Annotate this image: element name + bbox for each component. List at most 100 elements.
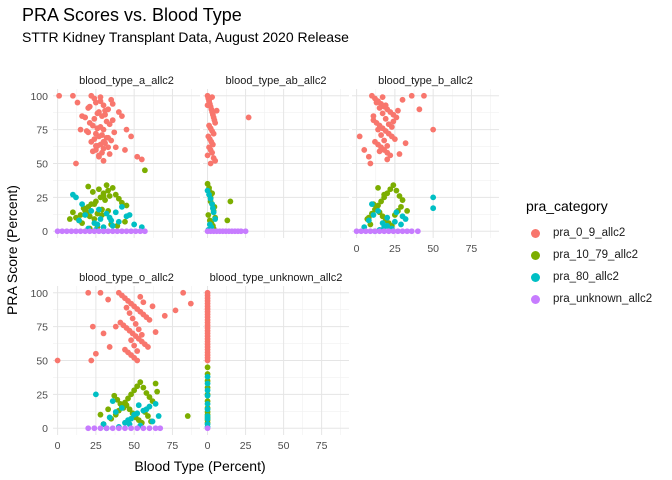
- data-point-pra_0_9_allc2: [79, 113, 85, 119]
- data-point-pra_0_9_allc2: [172, 307, 179, 314]
- legend-label: pra_unknown_allc2: [553, 293, 653, 305]
- data-point-pra_0_9_allc2: [128, 337, 134, 344]
- data-point-pra_0_9_allc2: [134, 348, 141, 354]
- data-point-pra_0_9_allc2: [376, 148, 383, 155]
- x-axis-label: Blood Type (Percent): [134, 458, 265, 474]
- data-point-pra_0_9_allc2: [212, 157, 219, 164]
- data-point-pra_0_9_allc2: [187, 300, 194, 307]
- data-point-pra_80_allc2: [96, 206, 102, 213]
- data-point-pra_unknown_allc2: [390, 228, 397, 235]
- data-point-pra_10_79_allc2: [70, 209, 76, 216]
- data-point-pra_80_allc2: [430, 194, 437, 201]
- data-point-pra_80_allc2: [391, 218, 398, 225]
- data-point-pra_10_79_allc2: [227, 198, 234, 205]
- data-point-pra_unknown_allc2: [137, 228, 144, 235]
- data-point-pra_unknown_allc2: [141, 228, 148, 235]
- data-point-pra_unknown_allc2: [73, 228, 79, 235]
- data-point-pra_80_allc2: [204, 415, 211, 422]
- data-point-pra_10_79_allc2: [378, 198, 384, 205]
- data-point-pra_unknown_allc2: [146, 425, 153, 432]
- data-point-pra_10_79_allc2: [137, 379, 144, 386]
- data-point-pra_0_9_allc2: [77, 126, 84, 133]
- data-point-pra_0_9_allc2: [213, 107, 220, 114]
- data-point-pra_unknown_allc2: [109, 228, 116, 235]
- data-point-pra_10_79_allc2: [122, 218, 128, 225]
- data-point-pra_0_9_allc2: [109, 117, 116, 124]
- legend-item: pra_10_79_allc2: [526, 244, 652, 266]
- legend-item: pra_80_allc2: [526, 266, 652, 288]
- data-point-pra_unknown_allc2: [140, 425, 147, 432]
- data-point-pra_80_allc2: [381, 224, 388, 231]
- data-point-pra_0_9_allc2: [402, 140, 409, 147]
- data-point-pra_0_9_allc2: [123, 126, 130, 133]
- x-tick-label: 75: [167, 440, 179, 452]
- x-tick-label: 75: [316, 440, 328, 452]
- data-point-pra_10_79_allc2: [91, 201, 98, 208]
- data-point-pra_80_allc2: [73, 194, 79, 201]
- data-point-pra_unknown_allc2: [353, 228, 360, 235]
- data-point-pra_0_9_allc2: [96, 153, 102, 160]
- data-point-pra_unknown_allc2: [103, 425, 110, 432]
- y-tick-label: 100: [30, 288, 48, 300]
- data-point-pra_80_allc2: [122, 419, 128, 426]
- data-point-pra_0_9_allc2: [73, 160, 79, 167]
- data-point-pra_80_allc2: [100, 224, 107, 231]
- data-point-pra_0_9_allc2: [367, 160, 374, 167]
- data-point-pra_0_9_allc2: [134, 153, 141, 160]
- data-point-pra_0_9_allc2: [212, 119, 219, 126]
- data-point-pra_0_9_allc2: [138, 156, 145, 163]
- data-point-pra_0_9_allc2: [152, 329, 159, 335]
- data-point-pra_80_allc2: [92, 391, 99, 398]
- legend-item: pra_0_9_allc2: [526, 222, 652, 244]
- data-point-pra_0_9_allc2: [356, 133, 363, 140]
- data-point-pra_80_allc2: [131, 221, 138, 228]
- data-point-pra_80_allc2: [155, 413, 162, 419]
- data-point-pra_80_allc2: [370, 212, 377, 218]
- x-tick-label: 50: [427, 243, 439, 255]
- legend-title: pra_category: [526, 198, 608, 214]
- legend-label: pra_10_79_allc2: [553, 249, 639, 261]
- data-point-pra_0_9_allc2: [146, 316, 153, 323]
- data-point-pra_10_79_allc2: [125, 395, 131, 402]
- data-point-pra_80_allc2: [112, 409, 119, 415]
- facet-strip-label: blood_type_ab_allc2: [226, 75, 327, 87]
- y-tick-label: 50: [36, 159, 48, 171]
- data-point-pra_unknown_allc2: [381, 228, 388, 235]
- data-point-pra_unknown_allc2: [128, 425, 134, 432]
- data-point-pra_unknown_allc2: [86, 228, 93, 235]
- data-point-pra_10_79_allc2: [205, 212, 212, 218]
- data-point-pra_0_9_allc2: [89, 323, 96, 330]
- data-point-pra_0_9_allc2: [97, 94, 104, 101]
- data-point-pra_0_9_allc2: [140, 299, 147, 306]
- y-tick-label: 25: [36, 192, 48, 204]
- data-point-pra_80_allc2: [97, 216, 104, 222]
- data-point-pra_0_9_allc2: [378, 132, 384, 138]
- data-point-pra_80_allc2: [393, 209, 400, 216]
- data-point-pra_80_allc2: [369, 201, 375, 208]
- data-point-pra_0_9_allc2: [138, 331, 145, 338]
- data-point-pra_unknown_allc2: [362, 228, 369, 235]
- data-point-pra_80_allc2: [212, 216, 219, 222]
- y-tick-label: 0: [42, 423, 48, 435]
- data-point-pra_unknown_allc2: [372, 228, 378, 235]
- data-point-pra_unknown_allc2: [115, 425, 122, 432]
- data-point-pra_unknown_allc2: [97, 425, 104, 432]
- data-point-pra_10_79_allc2: [393, 187, 400, 194]
- data-point-pra_0_9_allc2: [54, 357, 61, 364]
- data-point-pra_0_9_allc2: [88, 357, 95, 364]
- data-point-pra_0_9_allc2: [408, 92, 415, 99]
- data-point-pra_0_9_allc2: [97, 98, 104, 105]
- legend-items: pra_0_9_allc2 pra_10_79_allc2 pra_80_allc2…: [526, 222, 652, 310]
- data-point-pra_unknown_allc2: [105, 228, 112, 235]
- data-point-pra_unknown_allc2: [82, 228, 89, 235]
- data-point-pra_80_allc2: [135, 402, 142, 409]
- data-point-pra_0_9_allc2: [111, 129, 118, 136]
- data-point-pra_80_allc2: [140, 407, 147, 414]
- data-point-pra_0_9_allc2: [361, 147, 368, 153]
- data-point-pra_10_79_allc2: [77, 212, 84, 218]
- y-tick-label: 100: [30, 91, 48, 103]
- data-point-pra_0_9_allc2: [100, 126, 107, 133]
- data-point-pra_0_9_allc2: [86, 103, 93, 110]
- data-point-pra_0_9_allc2: [126, 310, 133, 316]
- data-point-pra_0_9_allc2: [209, 149, 216, 156]
